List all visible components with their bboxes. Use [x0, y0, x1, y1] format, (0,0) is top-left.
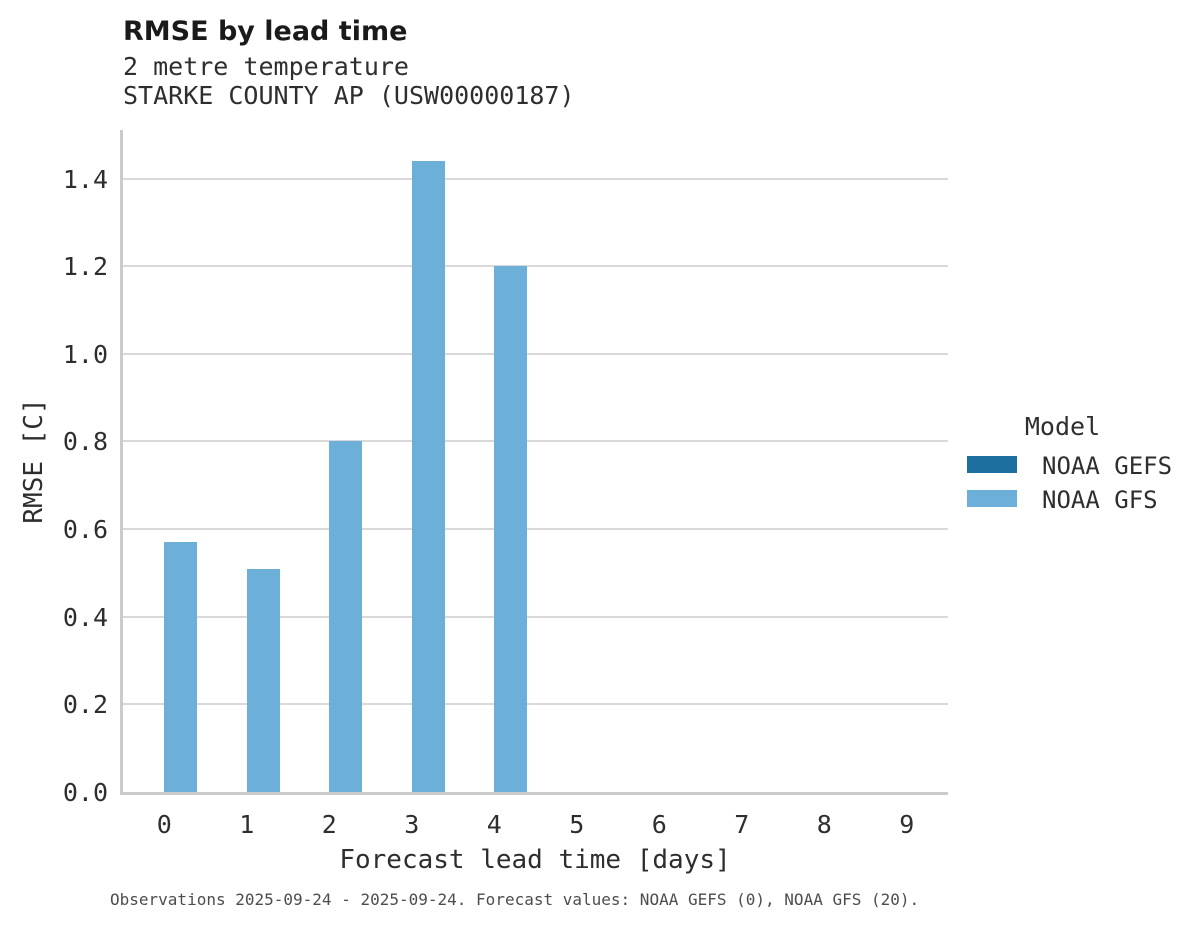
bar-noaa-gfs-day3	[411, 160, 445, 792]
bar-noaa-gfs-day0	[164, 542, 198, 792]
x-tick-label: 3	[404, 810, 420, 839]
y-tick-label: 0.2	[62, 690, 108, 720]
bar-noaa-gfs-day2	[329, 441, 363, 792]
gridline	[121, 177, 948, 180]
y-tick-label: 0.0	[62, 778, 108, 807]
y-tick-label: 1.4	[62, 164, 108, 194]
x-axis-label: Forecast lead time [days]	[339, 845, 731, 875]
x-tick-label: 1	[239, 810, 255, 839]
gridline	[121, 528, 948, 531]
y-axis-spine	[120, 130, 123, 795]
chart-title: RMSE by lead time	[123, 16, 408, 47]
bar-noaa-gfs-day1	[246, 568, 280, 792]
x-tick-label: 8	[816, 810, 832, 839]
gridline	[121, 352, 948, 355]
caption-note: Observations 2025-09-24 - 2025-09-24. Fo…	[110, 890, 920, 909]
x-tick-label: 5	[569, 810, 585, 839]
y-tick-label: 0.6	[62, 515, 108, 545]
chart-subtitle-variable: 2 metre temperature	[123, 52, 409, 81]
gridline	[121, 615, 948, 618]
gridline	[121, 265, 948, 268]
legend-swatch-icon	[967, 490, 1017, 507]
legend-label: NOAA GEFS	[1042, 452, 1173, 480]
x-tick-label: 2	[321, 810, 337, 839]
y-tick-label: 0.8	[62, 427, 108, 457]
y-tick-label: 1.2	[62, 252, 108, 282]
legend-swatch-icon	[967, 456, 1017, 473]
legend-title: Model	[1024, 412, 1101, 441]
legend-label: NOAA GFS	[1042, 486, 1158, 514]
gridline	[121, 703, 948, 706]
bar-noaa-gfs-day4	[494, 266, 528, 792]
x-tick-label: 4	[486, 810, 502, 839]
y-tick-label: 0.4	[62, 602, 108, 632]
chart-subtitle-station: STARKE COUNTY AP (USW00000187)	[123, 81, 575, 110]
x-tick-label: 9	[899, 810, 915, 839]
x-tick-label: 7	[734, 810, 750, 839]
gridline	[121, 440, 948, 443]
x-axis-spine	[120, 792, 948, 795]
y-tick-label: 1.0	[62, 339, 108, 369]
x-tick-label: 6	[651, 810, 667, 839]
x-tick-label: 0	[156, 810, 172, 839]
